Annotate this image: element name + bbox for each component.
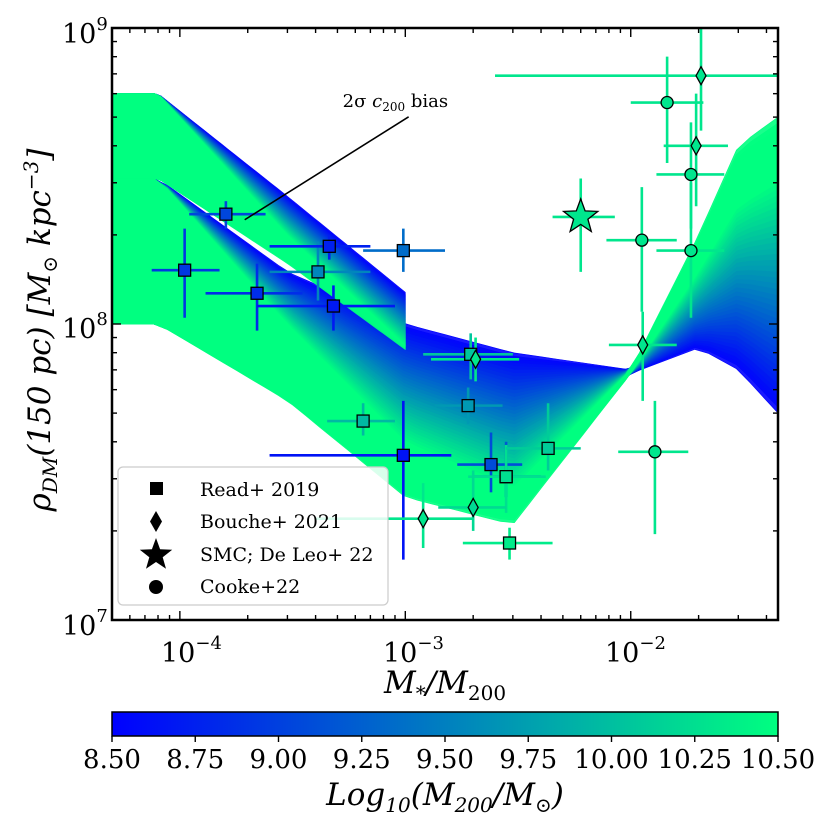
diamond-marker — [417, 508, 429, 529]
square-marker — [541, 441, 555, 456]
wide-band-layer — [112, 116, 778, 524]
y-axis-label: ρDM(150 pc) [M⊙ kpc−3] — [19, 148, 62, 513]
colorbar: 8.50 8.75 9.00 9.25 9.50 9.75 10.00 10.25 10.50 … — [83, 711, 815, 817]
model-bands — [112, 93, 778, 524]
legend-label-bouche: Bouche+ 2021 — [200, 511, 342, 533]
colorbar-tick-label: 8.50 — [83, 745, 141, 775]
colorbar-tick-label: 10.50 — [741, 745, 815, 775]
square-marker — [326, 299, 341, 313]
diamond-marker — [469, 348, 482, 370]
circle-marker — [660, 95, 674, 110]
diamond-marker — [467, 497, 479, 518]
y-tick-label: 108 — [62, 309, 108, 345]
square-marker — [219, 207, 233, 221]
legend-label-smc: SMC; De Leo+ 22 — [200, 544, 373, 566]
colorbar-tick-label: 8.75 — [166, 745, 224, 775]
colorbar-tick-label: 9.00 — [250, 745, 308, 775]
square-marker — [396, 448, 410, 462]
square-marker — [499, 469, 513, 484]
x-tick-label: 10−4 — [161, 633, 222, 669]
colorbar-tick-label: 10.00 — [574, 745, 648, 775]
annotation-arrow — [244, 116, 410, 221]
legend-label-read: Read+ 2019 — [200, 479, 319, 501]
square-marker — [502, 536, 517, 550]
c200-bias-band-layer — [112, 93, 406, 351]
square-marker — [250, 286, 264, 300]
x-tick-label: 10−3 — [383, 633, 444, 669]
square-marker — [484, 457, 498, 472]
axis-ticks — [111, 27, 778, 621]
diamond-marker — [690, 135, 702, 157]
square-marker — [177, 263, 192, 277]
colorbar-tick-label: 9.25 — [333, 745, 391, 775]
colorbar-tick-label: 9.75 — [499, 745, 557, 775]
square-marker — [461, 398, 475, 413]
data-markers — [177, 65, 707, 550]
annotation-label: 2σ c200 bias — [343, 91, 448, 114]
x-axis-label: M*/M200 — [383, 665, 506, 705]
circle-marker — [648, 445, 662, 459]
colorbar-gradient — [111, 711, 779, 737]
y-tick-label: 109 — [62, 14, 108, 50]
c200-bias-annotation: 2σ c200 bias — [244, 91, 448, 221]
colorbar-label: Log10(M200/M⊙) — [325, 777, 564, 817]
legend-square-marker — [150, 482, 163, 495]
square-marker — [311, 265, 325, 279]
diamond-marker — [695, 65, 707, 87]
x-tick-label: 10−2 — [605, 633, 666, 669]
legend-diamond-marker — [150, 511, 162, 532]
square-marker — [356, 414, 370, 428]
colorbar-tick-label: 9.50 — [416, 745, 474, 775]
colorbar-ticks: 8.50 8.75 9.00 9.25 9.50 9.75 10.00 10.25 10.50 — [83, 736, 815, 775]
diamond-marker — [636, 334, 649, 356]
legend-star-marker — [139, 538, 173, 569]
legend: Read+ 2019 Bouche+ 2021 SMC; De Leo+ 22 … — [117, 466, 389, 606]
circle-marker — [635, 233, 649, 247]
y-tick-label: 107 — [62, 606, 108, 642]
circle-marker — [684, 243, 698, 258]
legend-circle-marker — [149, 580, 163, 594]
colorbar-tick-label: 10.25 — [658, 745, 732, 775]
circle-marker — [684, 167, 698, 182]
star-marker — [561, 197, 600, 234]
legend-label-cooke: Cooke+22 — [200, 576, 300, 598]
legend-box — [117, 466, 389, 606]
square-marker — [396, 243, 410, 258]
square-marker — [322, 239, 336, 253]
